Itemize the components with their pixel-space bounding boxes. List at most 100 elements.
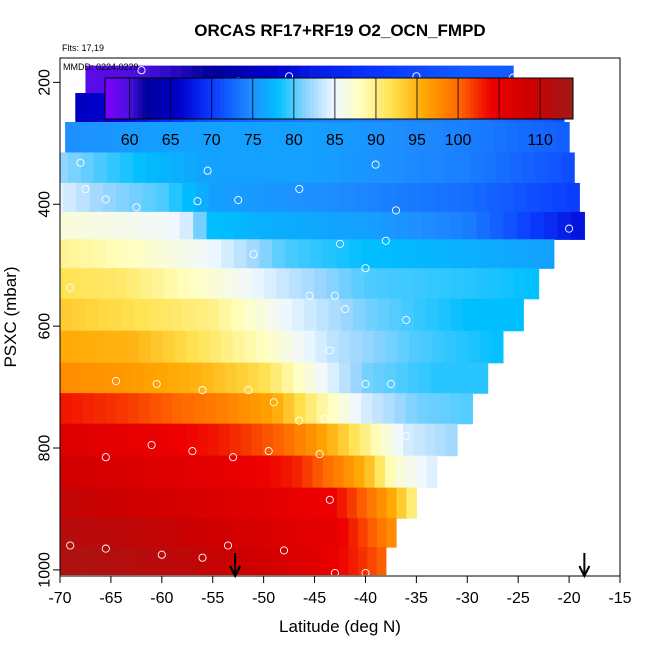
heatmap-cell xyxy=(203,121,217,154)
heatmap-cell xyxy=(457,152,471,184)
heatmap-cell xyxy=(209,330,222,364)
sample-point xyxy=(402,568,411,578)
heatmap-cell xyxy=(240,423,253,457)
heatmap-cell xyxy=(315,330,328,364)
heatmap-cell xyxy=(247,362,260,394)
heatmap-cell xyxy=(194,298,208,332)
heatmap-cell xyxy=(381,423,393,457)
heatmap-cell xyxy=(93,152,108,184)
heatmap-cell xyxy=(301,152,316,184)
heatmap-cell xyxy=(125,547,136,576)
sample-point xyxy=(40,428,49,437)
heatmap-cell xyxy=(174,330,187,364)
colorbar-swatch xyxy=(552,78,558,119)
heatmap-cell xyxy=(543,121,558,154)
heatmap-cell xyxy=(476,211,491,240)
heatmap-cell xyxy=(236,152,251,184)
colorbar-swatch xyxy=(396,78,402,119)
heatmap-cell xyxy=(496,152,510,184)
heatmap-cell xyxy=(356,487,368,519)
sample-point xyxy=(188,447,197,456)
heatmap-cell xyxy=(110,362,123,394)
heatmap-cell xyxy=(281,362,294,394)
heatmap-cell xyxy=(60,298,62,332)
colorbar-swatch xyxy=(449,78,455,119)
sample-point xyxy=(391,206,401,215)
sample-point xyxy=(341,305,350,314)
heatmap-cell xyxy=(272,518,283,548)
heatmap-cell xyxy=(444,152,458,184)
heatmap-cell xyxy=(102,121,117,154)
colorbar-swatch xyxy=(133,78,139,119)
sample-point xyxy=(361,379,370,389)
heatmap-cell xyxy=(98,211,113,240)
heatmap-cell xyxy=(112,211,127,240)
heatmap-cell xyxy=(68,330,82,364)
sample-point xyxy=(203,166,212,175)
heatmap-cell xyxy=(282,518,293,548)
heatmap-cell xyxy=(340,152,355,184)
heatmap-cell xyxy=(60,487,70,519)
colorbar-swatch xyxy=(252,78,258,119)
heatmap-cell xyxy=(247,211,262,240)
heatmap-cell xyxy=(281,455,293,489)
colorbar-swatch xyxy=(388,78,393,119)
heatmap-cell xyxy=(401,268,415,300)
colorbar-swatch xyxy=(285,78,291,119)
sample-point xyxy=(223,541,233,550)
colorbar-swatch xyxy=(462,78,467,119)
heatmap-cell xyxy=(162,330,175,364)
heatmap-cell xyxy=(67,152,82,184)
heatmap-cell xyxy=(350,362,363,394)
heatmap-cell xyxy=(400,239,414,269)
heatmap-cell xyxy=(60,298,74,332)
heatmap-cell xyxy=(386,487,398,519)
heatmap-cell xyxy=(288,152,303,184)
heatmap-cell xyxy=(224,362,237,394)
heatmap-cell xyxy=(483,152,497,184)
sample-point xyxy=(76,158,85,167)
heatmap-cell xyxy=(513,182,527,213)
colorbar-swatch xyxy=(334,78,340,119)
heatmap-cell xyxy=(327,152,342,184)
heatmap-cell xyxy=(162,547,173,576)
heatmap-cell xyxy=(498,298,512,332)
heatmap-cell xyxy=(284,239,299,269)
heatmap-cell xyxy=(100,423,112,457)
heatmap-cell xyxy=(128,121,142,154)
heatmap-cell xyxy=(109,298,123,332)
colorbar-swatch xyxy=(568,78,574,119)
heatmap-cell xyxy=(227,547,238,576)
x-tick-label: -15 xyxy=(608,590,631,607)
colorbar-swatch xyxy=(273,78,278,119)
heatmap-cell xyxy=(60,152,69,184)
heatmap-cell xyxy=(166,211,181,240)
colorbar-swatch xyxy=(347,78,352,119)
heatmap-cell xyxy=(205,393,218,425)
heatmap-cell xyxy=(80,239,94,269)
heatmap-cell xyxy=(251,423,263,457)
heatmap-cell xyxy=(97,298,111,332)
heatmap-cell xyxy=(486,182,501,213)
heatmap-cell xyxy=(89,268,103,300)
sample-point xyxy=(381,236,390,245)
heatmap-cell xyxy=(64,362,77,394)
colorbar-swatch xyxy=(203,78,209,119)
heatmap-cell xyxy=(304,121,318,154)
heatmap-cell xyxy=(557,211,572,240)
colorbar-swatch xyxy=(330,78,336,119)
colorbar-swatch xyxy=(412,78,418,119)
colorbar-swatch xyxy=(293,78,299,119)
heatmap-cell xyxy=(83,393,95,425)
heatmap-cell xyxy=(377,298,391,332)
heatmap-cell xyxy=(127,393,140,425)
heatmap-cell xyxy=(68,487,80,519)
heatmap-cell xyxy=(463,268,477,300)
heatmap-cell xyxy=(97,547,108,576)
heatmap-cell xyxy=(94,393,106,425)
colorbar-swatch xyxy=(429,78,434,119)
colorbar-swatch xyxy=(453,78,459,119)
heatmap-cell xyxy=(511,298,524,332)
heatmap-cell xyxy=(274,182,289,213)
